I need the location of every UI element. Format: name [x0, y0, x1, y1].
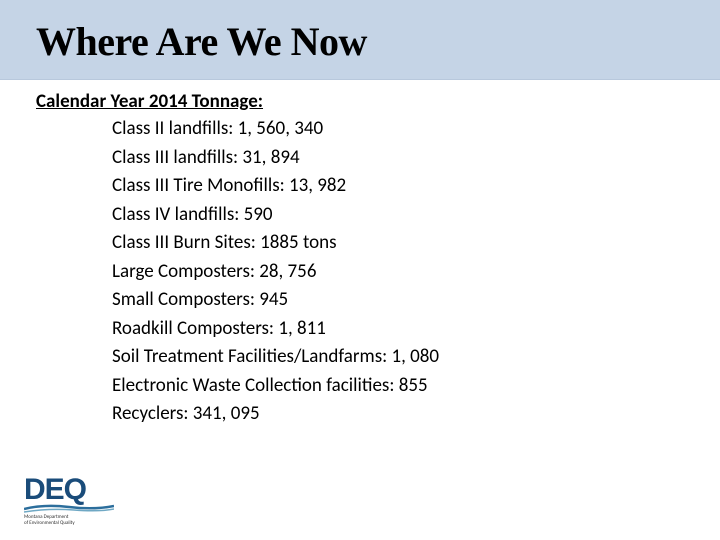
list-item: Roadkill Composters: 1, 811: [112, 315, 720, 344]
logo: DEQ Montana Department of Environmental …: [24, 476, 114, 526]
logo-swoosh-icon: [24, 504, 114, 514]
content-subtitle: Calendar Year 2014 Tonnage:: [36, 90, 720, 113]
list-item: Class IV landfills: 590: [112, 201, 720, 230]
list-item: Small Composters: 945: [112, 286, 720, 315]
list-item: Electronic Waste Collection facilities: …: [112, 372, 720, 401]
list-item: Recyclers: 341, 095: [112, 400, 720, 429]
list-item: Soil Treatment Facilities/Landfarms: 1, …: [112, 343, 720, 372]
content-area: Calendar Year 2014 Tonnage: Class II lan…: [0, 80, 720, 429]
title-bar: Where Are We Now: [0, 0, 720, 80]
tonnage-list: Class II landfills: 1, 560, 340 Class II…: [36, 115, 720, 429]
logo-subtitle-2: of Environmental Quality: [24, 521, 75, 526]
list-item: Class III Burn Sites: 1885 tons: [112, 229, 720, 258]
list-item: Class III Tire Monofills: 13, 982: [112, 172, 720, 201]
list-item: Large Composters: 28, 756: [112, 258, 720, 287]
logo-text: DEQ: [24, 476, 86, 503]
slide-title: Where Are We Now: [36, 18, 720, 65]
list-item: Class II landfills: 1, 560, 340: [112, 115, 720, 144]
list-item: Class III landfills: 31, 894: [112, 144, 720, 173]
